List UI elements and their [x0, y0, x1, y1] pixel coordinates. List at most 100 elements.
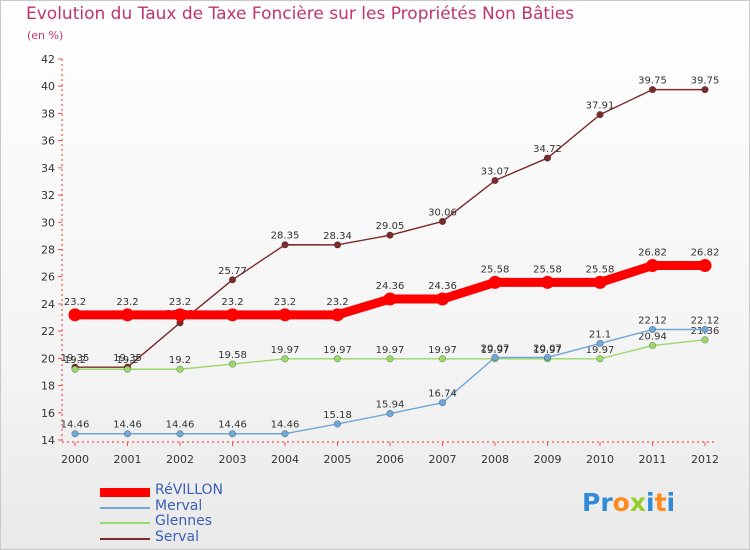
y-tick-label: 32: [41, 189, 55, 202]
data-label: 19.2: [64, 355, 86, 366]
y-tick-label: 16: [41, 407, 55, 420]
data-label: 14.46: [113, 420, 142, 431]
data-label: 25.58: [533, 264, 562, 275]
x-tick-label: 2005: [324, 453, 352, 466]
x-tick-label: 2011: [639, 453, 667, 466]
data-point: [541, 275, 554, 289]
data-point: [593, 275, 607, 289]
data-point: [648, 325, 657, 334]
data-point: [281, 430, 289, 438]
data-point: [438, 399, 447, 407]
proxiti-logo: Proxiti: [582, 488, 675, 517]
data-label: 19.97: [586, 345, 615, 356]
y-tick-label: 14: [41, 434, 55, 447]
data-label: 23.2: [169, 297, 191, 308]
data-point: [543, 353, 552, 362]
data-label: 23.2: [221, 297, 243, 308]
y-tick-label: 18: [41, 380, 55, 393]
data-label: 20.07: [481, 343, 510, 354]
data-point: [173, 308, 187, 322]
data-point: [488, 275, 502, 289]
data-label: 19.97: [323, 345, 352, 356]
data-label: 19.97: [533, 345, 562, 356]
logo-letter: x: [629, 488, 646, 517]
data-point: [648, 341, 657, 350]
data-point: [123, 430, 132, 438]
y-tick-label: 34: [41, 162, 55, 175]
data-label: 34.72: [533, 144, 562, 155]
x-tick-label: 2002: [166, 453, 194, 466]
data-label: 30.06: [428, 207, 457, 218]
data-point: [383, 292, 397, 306]
y-tick-label: 28: [41, 244, 55, 257]
data-point: [491, 353, 499, 362]
data-label: 19.97: [481, 345, 510, 356]
x-tick-label: 2001: [114, 453, 142, 466]
legend-label: Serval: [155, 528, 200, 545]
data-label: 16.74: [428, 389, 457, 400]
data-point: [71, 365, 79, 373]
legend-swatch: [100, 506, 150, 509]
logo-letter: i: [646, 488, 655, 517]
data-point: [331, 308, 344, 322]
data-label: 19.58: [218, 350, 247, 361]
y-tick-label: 24: [41, 298, 55, 311]
data-label: 20.94: [638, 332, 667, 343]
data-point: [333, 241, 342, 249]
y-tick-label: 40: [41, 80, 55, 93]
data-label: 14.46: [218, 420, 247, 431]
legend-label: Glennes: [155, 513, 213, 529]
data-label: 23.2: [116, 297, 138, 308]
x-tick-label: 2004: [271, 453, 299, 466]
data-label: 24.36: [428, 281, 457, 292]
data-point: [71, 430, 79, 438]
data-point: [596, 355, 604, 363]
legend-swatch: [100, 487, 150, 497]
data-point: [648, 86, 657, 94]
data-point: [228, 430, 237, 438]
chart-title: Evolution du Taux de Taxe Foncière sur l…: [26, 4, 575, 24]
logo-letter: i: [666, 488, 676, 517]
data-point: [596, 339, 604, 347]
data-label: 14.46: [166, 420, 195, 431]
data-label: 19.35: [61, 353, 90, 364]
data-point: [491, 176, 499, 185]
x-tick-label: 2009: [534, 453, 562, 466]
data-point: [386, 231, 394, 239]
data-point: [386, 355, 394, 363]
data-point: [68, 308, 82, 322]
data-label: 20.07: [533, 343, 562, 354]
logo-letter: o: [612, 488, 630, 517]
logo-letter: P: [582, 488, 601, 517]
data-label: 39.75: [638, 76, 667, 87]
data-point: [121, 308, 134, 322]
data-label: 19.97: [428, 345, 457, 356]
data-label: 37.91: [586, 101, 615, 112]
data-label: 28.34: [323, 231, 352, 242]
data-label: 19.2: [169, 355, 191, 366]
x-tick-label: 2012: [691, 453, 719, 466]
legend-label: Merval: [155, 497, 203, 514]
data-label: 19.97: [271, 345, 300, 356]
data-point: [646, 259, 659, 273]
logo-letter: r: [600, 488, 613, 517]
data-point: [701, 336, 709, 344]
legend-swatch: [100, 537, 150, 540]
data-point: [278, 308, 292, 322]
data-label: 23.2: [274, 297, 296, 308]
data-point: [438, 217, 447, 226]
x-tick-label: 2008: [481, 453, 509, 466]
data-label: 24.36: [376, 281, 405, 292]
y-tick-label: 20: [41, 352, 55, 365]
data-label: 25.77: [218, 266, 247, 277]
y-tick-label: 38: [41, 107, 55, 120]
data-label: 28.35: [271, 231, 300, 242]
data-point: [386, 410, 394, 418]
data-label: 26.82: [638, 248, 667, 259]
legend-label: RéVILLON: [155, 482, 224, 498]
data-label: 26.82: [691, 248, 720, 259]
data-point: [281, 355, 289, 363]
data-label: 15.18: [323, 410, 352, 421]
data-point: [698, 259, 712, 273]
